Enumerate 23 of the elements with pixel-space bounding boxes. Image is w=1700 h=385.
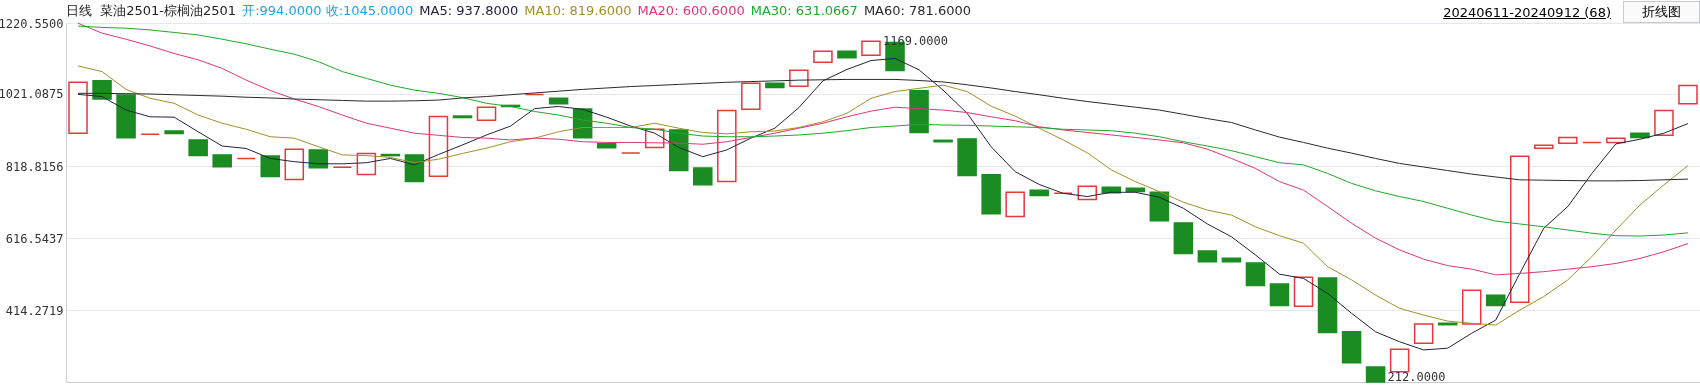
y-tick-label: 616.5437	[5, 231, 64, 246]
y-tick-label: 414.2719	[5, 303, 64, 318]
candlestick	[332, 166, 353, 169]
line-series	[77, 22, 1689, 276]
text: MA10: 819.6000	[524, 3, 632, 18]
chart-subtitle: 开:994.0000 收:1045.0000	[242, 3, 414, 18]
text: 折线图	[1623, 1, 1700, 23]
text: 20240611-20240912 (68)	[1443, 4, 1611, 20]
chart-title: 日线 菜油2501-棕榈油2501	[66, 3, 237, 18]
annotation: 1169.0000	[882, 34, 949, 49]
line-series	[77, 78, 1689, 182]
text: MA60: 781.6000	[863, 3, 972, 18]
candlestick	[236, 157, 256, 160]
y-tick-label: 1021.0875	[0, 87, 64, 102]
y-tick-label: 818.8156	[5, 159, 64, 174]
annotation: 212.0000	[1387, 370, 1446, 384]
candlestick	[1582, 141, 1602, 144]
candlestick	[524, 93, 545, 96]
text: MA5: 937.8000	[419, 3, 519, 18]
text: MA30: 631.0667	[750, 3, 858, 18]
y-tick-label: 1220.5500	[0, 16, 64, 31]
line-series	[77, 25, 1689, 237]
text: MA20: 600.6000	[637, 3, 745, 18]
